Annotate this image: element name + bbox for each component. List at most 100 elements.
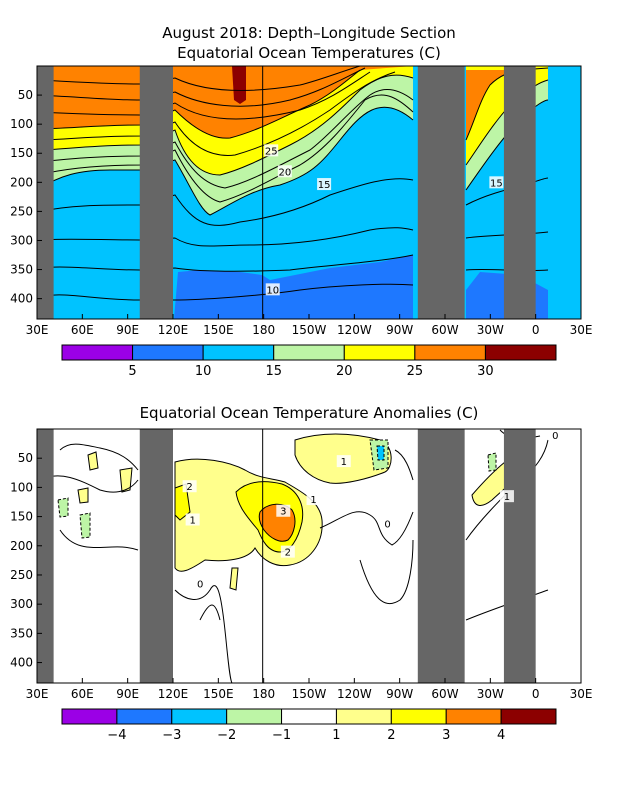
panel2-contour-label-bg-3 — [185, 513, 200, 526]
panel2-contour-label-4: 3 — [280, 507, 286, 518]
panel1-colorbar-swatch-6 — [484, 344, 557, 361]
panel1-x-tick-label-11: 0 — [532, 323, 540, 337]
panel1-y-tick-label-3: 200 — [10, 175, 33, 189]
panel1-colorbar-label-1: 10 — [195, 364, 212, 379]
panel2-y-axis: 50 100 150 200 250 300 350 400 — [10, 451, 42, 670]
panel1-colorbar-label-4: 25 — [407, 364, 424, 379]
panel2-x-axis: 30E 60E 90E 120E 150E 180 150W 120W 90W 60W 30W 0 30… — [26, 678, 593, 701]
panel2-y-tick-label-7: 400 — [10, 656, 33, 670]
panel1-contour-lines — [37, 66, 549, 301]
panel2-x-tick-label-3: 120E — [158, 687, 189, 701]
panel2-contour-label-bg-4 — [276, 504, 291, 517]
panel2-contour-label-9: 1 — [504, 492, 510, 503]
panel1-x-tick-label-2: 90E — [116, 323, 139, 337]
panel2-x-tick-label-2: 90E — [116, 687, 139, 701]
panel2-contour-label-5: 1 — [310, 495, 316, 506]
panel2-contour-label-bg-5 — [306, 493, 321, 506]
panel1-land-mask-1 — [139, 66, 173, 319]
panel1-colorbar-swatch-3 — [273, 344, 345, 361]
panel2-y-tick-label-4: 250 — [10, 568, 33, 582]
panel2-colorbar-swatch-3 — [226, 708, 283, 725]
panel2-land-mask-1 — [139, 429, 173, 683]
panel1-x-tick-label-5: 180 — [252, 323, 275, 337]
panel2-y-tick-label-2: 150 — [10, 510, 33, 524]
panel1-colorbar-labels: 5 10 15 20 25 30 — [128, 364, 493, 379]
panel1-contour-label-bg-4 — [265, 283, 280, 296]
panel1-colorbar-swatch-4 — [343, 344, 416, 361]
panel2-contour-label-bg-0 — [336, 455, 351, 468]
panel2-colorbar-swatch-8 — [500, 708, 557, 725]
panel1-contour-label-bg-2 — [317, 178, 332, 191]
panel1-contour-label-4: 10 — [266, 285, 279, 296]
panel1-y-tick-label-2: 150 — [10, 146, 33, 160]
panel2-land-mask-0 — [37, 429, 54, 683]
panel1-title-line2: Equatorial Ocean Temperatures (C) — [177, 44, 441, 62]
panel2-x-tick-label-1: 60E — [71, 687, 94, 701]
panel1-y-tick-label-4: 250 — [10, 204, 33, 218]
panel2-anomaly-negative — [57, 439, 497, 539]
panel1-y-tick-label-0: 50 — [18, 88, 33, 102]
panel2-land-mask-2 — [417, 429, 465, 683]
panel2-x-tick-label-7: 120W — [337, 687, 372, 701]
panel2-x-tick-label-9: 60W — [431, 687, 458, 701]
panel2-contour-label-bg-6 — [280, 545, 295, 558]
panel1-contour-label-1: 20 — [278, 167, 291, 178]
panel1-contour-label-bg-0 — [264, 144, 279, 157]
panel2-contour-label-2: 2 — [186, 482, 192, 493]
panel2-colorbar-label-7: 4 — [497, 728, 505, 743]
panel2-x-tick-label-11: 0 — [532, 687, 540, 701]
panel1-colorbar-label-0: 5 — [128, 364, 136, 379]
panel2-colorbar-swatch-4 — [281, 708, 337, 725]
panel2-y-tick-label-1: 100 — [10, 480, 33, 494]
panel2-anomaly-neg-green-1 — [57, 497, 69, 518]
panel2-colorbar-labels: −4 −3 −2 −1 1 2 3 4 — [107, 728, 505, 743]
panel1-colorbar-swatch-2 — [202, 344, 275, 361]
panel2-anomaly-neg-2to3 — [376, 445, 385, 461]
panel1-land-mask-0 — [37, 66, 54, 319]
panel1-x-tick-label-12: 30E — [570, 323, 593, 337]
panel2-contour-label-1: 0 — [552, 431, 558, 442]
panel1-colorbar-swatch-5 — [414, 344, 486, 361]
panel2-contour-label-3: 1 — [189, 516, 195, 527]
panel2-colorbar-label-2: −2 — [217, 728, 236, 743]
panel1-x-tick-label-4: 150E — [203, 323, 234, 337]
panel2-x-tick-label-6: 150W — [292, 687, 327, 701]
panel2-colorbar-label-4: 1 — [332, 728, 340, 743]
panel2-y-tick-label-0: 50 — [18, 451, 33, 465]
panel2-title: Equatorial Ocean Temperature Anomalies (… — [140, 404, 479, 422]
panel2-anomaly-neg-green-3 — [487, 452, 497, 472]
panel2-colorbar-label-0: −4 — [107, 728, 126, 743]
panel1-x-tick-label-8: 90W — [386, 323, 413, 337]
panel2-plot-area: 1 0 2 1 3 1 2 0 0 1 — [37, 429, 581, 683]
panel1-contour-label-3: 15 — [490, 178, 503, 189]
panel2-colorbar-swatch-5 — [335, 708, 392, 725]
panel2-x-tick-label-8: 90W — [386, 687, 413, 701]
panel1-colorbar-swatch-1 — [132, 344, 204, 361]
panel1-contour-label-bg-1 — [277, 165, 292, 178]
panel2-contour-label-6: 2 — [285, 548, 291, 559]
panel1-y-tick-label-7: 400 — [10, 292, 33, 306]
panel2-contour-label-bg-2 — [182, 480, 197, 493]
panel1-contour-label-2: 15 — [318, 180, 331, 191]
panel1-x-tick-label-10: 30W — [477, 323, 504, 337]
panel2-contour-label-bg-7 — [193, 577, 208, 590]
panel1-y-axis: 50 100 150 200 250 300 350 400 — [10, 88, 42, 306]
panel2-y-tick-label-3: 200 — [10, 539, 33, 553]
panel1-x-axis: 30E 60E 90E 120E 150E 180 150W 120W 90W 60W 30W 0 30… — [26, 314, 593, 337]
panel1-y-tick-label-5: 300 — [10, 233, 33, 247]
panel1-y-tick-label-1: 100 — [10, 117, 33, 131]
panel2-y-tick-label-6: 350 — [10, 626, 33, 640]
panel2-colorbar-swatch-0 — [61, 708, 118, 725]
panel2-y-tick-label-5: 300 — [10, 597, 33, 611]
panel2-colorbar-label-3: −1 — [272, 728, 291, 743]
panel2-x-tick-label-0: 30E — [26, 687, 49, 701]
panel2-contour-label-bg-9 — [499, 490, 514, 503]
panel1-x-tick-label-0: 30E — [26, 323, 49, 337]
panel1-colorbar-label-5: 30 — [477, 364, 494, 379]
panel2-x-tick-label-12: 30E — [570, 687, 593, 701]
panel2-contour-labels: 1 0 2 1 3 1 2 0 0 1 — [182, 429, 563, 591]
panel1-colorbar-swatch-0 — [61, 344, 134, 361]
panel2-colorbar-swatch-7 — [445, 708, 502, 725]
